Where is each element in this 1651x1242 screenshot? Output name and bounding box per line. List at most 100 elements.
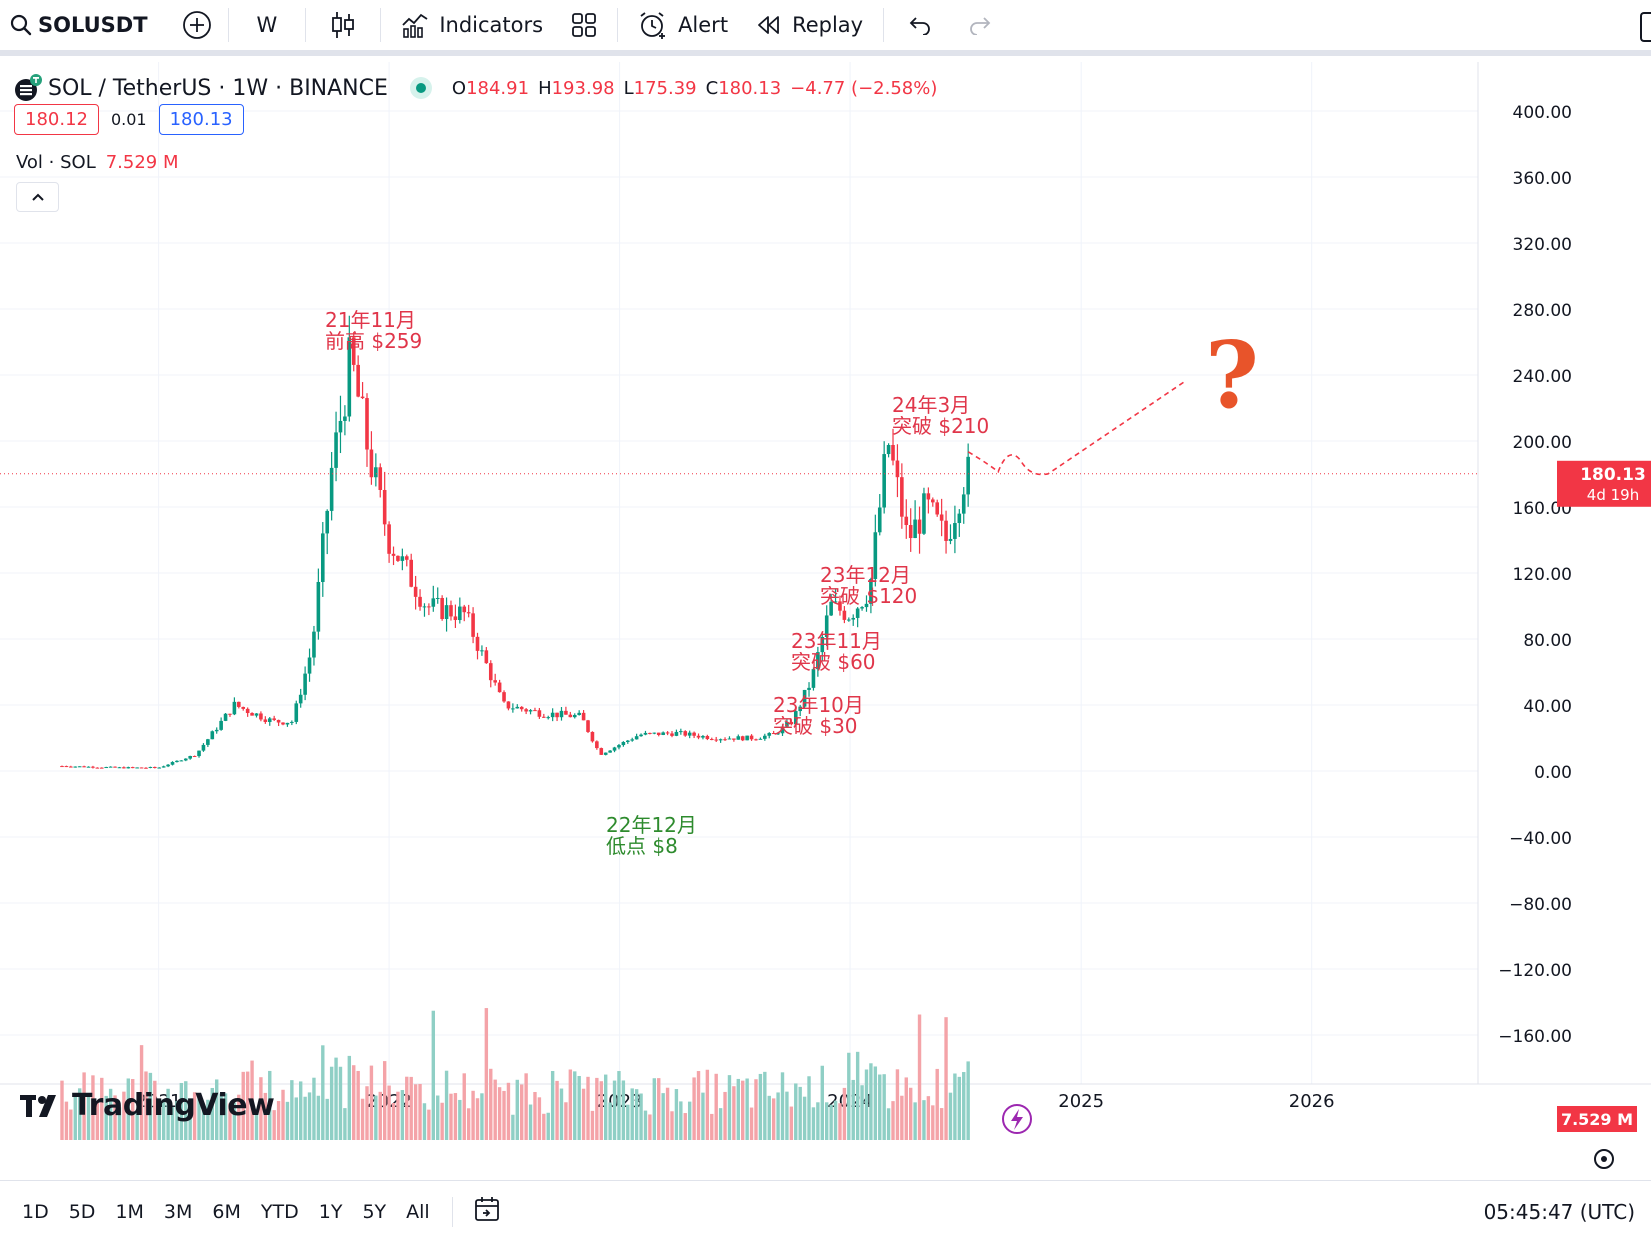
candle-body (833, 601, 838, 603)
volume-bar (816, 1102, 820, 1140)
volume-bar (900, 1095, 904, 1140)
volume-bar (741, 1080, 745, 1140)
candle-body (484, 650, 489, 664)
volume-bar (670, 1111, 674, 1140)
volume-bar (73, 1096, 77, 1140)
candle-body (281, 722, 285, 725)
candle-body (687, 732, 692, 736)
range-button-all[interactable]: All (406, 1200, 430, 1223)
range-button-5d[interactable]: 5D (68, 1200, 96, 1223)
volume-bar (449, 1093, 453, 1140)
volume-bar (148, 1072, 153, 1140)
volume-bar (639, 1093, 643, 1140)
sell-button[interactable]: 180.12 (14, 104, 99, 135)
candle-body (908, 525, 913, 539)
volume-bar (276, 1101, 281, 1140)
top-toolbar: SOLUSDT W Indicators Alert Replay (0, 0, 1651, 56)
candle-body (502, 692, 506, 702)
volume-bar (104, 1095, 108, 1140)
candle-body (343, 416, 347, 421)
goto-date-button[interactable] (465, 1195, 511, 1229)
candle-body (550, 712, 555, 718)
candle-body (175, 760, 179, 763)
indicators-button[interactable]: Indicators (387, 5, 557, 45)
volume-bar (926, 1096, 931, 1140)
chart-pane[interactable]: 400.00 360.00 320.00 280.00 240.00 200.00 160.… (0, 62, 1651, 1180)
utc-clock[interactable]: 05:45:47 (UTC) (1483, 1199, 1635, 1224)
volume-bar (184, 1081, 188, 1140)
layouts-button[interactable] (557, 5, 611, 45)
range-button-ytd[interactable]: YTD (260, 1200, 299, 1223)
interval-button[interactable]: W (235, 5, 300, 45)
candle-body (157, 767, 162, 769)
volume-bar (515, 1079, 519, 1140)
candle-body (595, 741, 599, 749)
volume-bar (232, 1102, 237, 1140)
volume-bar (382, 1061, 387, 1140)
volume-label: Vol · SOL (16, 152, 96, 173)
range-button-6m[interactable]: 6M (212, 1200, 241, 1223)
candle-body (816, 652, 820, 670)
candle-body (877, 507, 882, 533)
volume-bar (365, 1086, 369, 1140)
symbol-search-button[interactable]: SOLUSDT (0, 5, 158, 45)
candle-body (577, 712, 581, 715)
candle-body (559, 710, 564, 718)
spread-value: 0.01 (110, 110, 147, 129)
volume-bar (131, 1079, 135, 1140)
candle-body (201, 744, 206, 751)
price-chart[interactable]: 400.00360.00320.00280.00240.00200.00160.… (0, 62, 1651, 1180)
range-button-3m[interactable]: 3M (163, 1200, 193, 1223)
candle-body (599, 748, 604, 755)
volume-bar (188, 1108, 192, 1140)
volume-bar (303, 1096, 307, 1140)
volume-bar (285, 1101, 290, 1140)
compare-symbol-button[interactable] (172, 5, 222, 45)
chart-type-button[interactable] (312, 5, 374, 45)
candle-body (847, 619, 851, 621)
candle-body (122, 767, 126, 769)
volume-bar (586, 1076, 590, 1140)
volume-bar (869, 1063, 873, 1140)
range-button-5y[interactable]: 5Y (362, 1200, 387, 1223)
alert-button[interactable]: Alert (624, 5, 742, 45)
undo-button[interactable] (890, 5, 950, 45)
sol-logo-icon (15, 74, 42, 101)
volume-bar (842, 1087, 847, 1140)
candle-body (519, 706, 524, 710)
volume-bar (250, 1060, 254, 1140)
candle-body (780, 726, 785, 734)
candle-body (82, 766, 86, 768)
volume-bar (908, 1087, 913, 1140)
alert-label: Alert (678, 13, 729, 37)
candles-icon (332, 12, 355, 38)
low-value: 175.39 (633, 77, 697, 99)
volume-bar (732, 1086, 736, 1140)
candle-body (630, 739, 635, 741)
volume-bar (166, 1088, 170, 1140)
market-open-indicator (409, 77, 432, 99)
collapse-legend-button[interactable] (16, 182, 59, 212)
range-button-1y[interactable]: 1Y (318, 1200, 343, 1223)
candle-body (656, 732, 661, 735)
range-button-1m[interactable]: 1M (115, 1200, 144, 1223)
volume-bar (568, 1069, 573, 1140)
volume-legend[interactable]: Vol · SOL 7.529 M (16, 152, 179, 173)
replay-button[interactable]: Replay (742, 5, 877, 45)
candle-body (639, 734, 643, 737)
symbol-title[interactable]: SOL / TetherUS · 1W · BINANCE (48, 75, 388, 101)
range-button-1d[interactable]: 1D (22, 1200, 49, 1223)
candle-body (732, 738, 736, 740)
candle-body (679, 731, 683, 733)
volume-bar (391, 1103, 396, 1140)
candle-body (674, 731, 679, 736)
buy-button[interactable]: 180.13 (158, 104, 244, 135)
volume-bar (369, 1065, 374, 1140)
volume-bar (161, 1099, 166, 1140)
candle-body (104, 767, 109, 769)
volume-bar (175, 1101, 179, 1140)
rewind-icon (758, 16, 779, 34)
volume-bar (683, 1113, 687, 1140)
redo-button[interactable] (950, 5, 1010, 45)
candle-body (515, 706, 520, 709)
